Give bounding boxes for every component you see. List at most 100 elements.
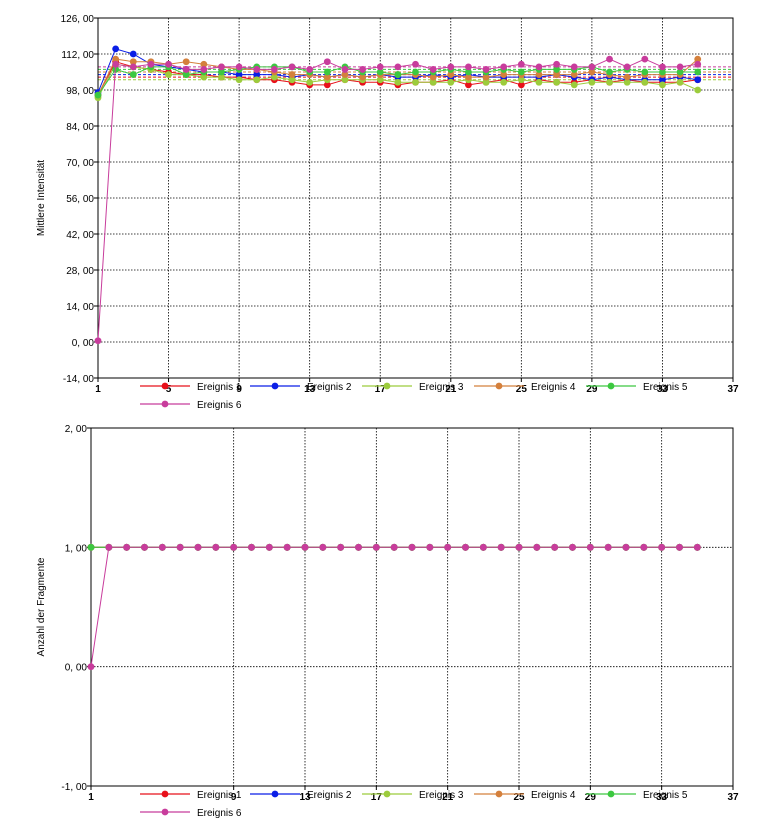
- data-point: [212, 543, 220, 551]
- data-point: [194, 543, 202, 551]
- legend-swatch-marker: [383, 382, 391, 390]
- data-point: [659, 68, 666, 76]
- data-point: [265, 543, 273, 551]
- data-point: [341, 66, 349, 73]
- y-tick-label: 126, 00: [61, 14, 95, 25]
- data-point: [412, 60, 419, 68]
- y-tick-label: 84, 00: [66, 122, 94, 133]
- data-point: [176, 543, 184, 551]
- x-tick-label: 17: [375, 384, 387, 395]
- data-point: [429, 73, 437, 81]
- data-point: [482, 66, 490, 73]
- data-point: [676, 543, 683, 551]
- data-point: [394, 63, 402, 71]
- legend-label: Ereignis 3: [419, 790, 464, 801]
- y-tick-label: -1, 00: [61, 782, 87, 793]
- data-point: [372, 543, 380, 551]
- y-tick-label: -14, 00: [63, 374, 95, 385]
- x-tick-label: 29: [586, 384, 598, 395]
- plot-frame: [90, 427, 734, 787]
- data-point: [283, 543, 291, 551]
- data-point: [465, 81, 472, 89]
- data-point: [588, 78, 596, 86]
- data-point: [288, 71, 296, 78]
- data-point: [535, 71, 543, 78]
- data-point: [129, 50, 137, 58]
- legend-swatch-marker: [495, 382, 503, 390]
- legend-label: Ereignis 5: [643, 382, 688, 393]
- data-point: [586, 543, 594, 551]
- data-point: [553, 78, 561, 86]
- data-point: [447, 78, 455, 86]
- data-point: [694, 60, 702, 68]
- data-point: [129, 58, 137, 66]
- data-point: [694, 76, 702, 84]
- data-point: [604, 543, 612, 551]
- data-point: [182, 58, 190, 66]
- data-point: [306, 66, 314, 73]
- legend-label: Ereignis 1: [197, 382, 242, 393]
- data-point: [94, 91, 102, 99]
- data-point: [412, 68, 419, 76]
- x-tick-label: 5: [166, 384, 172, 395]
- data-point: [465, 73, 472, 81]
- y-axis-label: Mittlere Intensität: [36, 160, 47, 236]
- data-point: [479, 543, 487, 551]
- legend-label: Ereignis 2: [307, 790, 352, 801]
- data-point: [230, 543, 238, 551]
- data-point: [376, 76, 384, 84]
- data-point: [640, 543, 648, 551]
- data-point: [517, 60, 525, 68]
- data-point: [623, 63, 631, 71]
- data-point: [517, 81, 525, 89]
- y-tick-label: 56, 00: [66, 194, 94, 205]
- data-point: [570, 63, 578, 71]
- intensity-chart: -14, 00 0, 00 14, 00 28, 00 42, 00 56, 00 70, …: [36, 14, 739, 411]
- y-tick-label: 1, 00: [65, 543, 88, 554]
- data-point: [429, 78, 437, 86]
- data-point: [341, 76, 349, 84]
- data-point: [200, 73, 208, 81]
- data-point: [288, 63, 296, 71]
- series-line-ereignis-6: [97, 58, 698, 341]
- data-point: [301, 543, 309, 551]
- data-point: [87, 663, 95, 671]
- x-tick-label: 21: [442, 792, 454, 803]
- data-point: [694, 68, 702, 76]
- y-tick-label: 0, 00: [72, 338, 95, 349]
- y-tick-label: 0, 00: [65, 663, 88, 674]
- data-point: [482, 78, 490, 86]
- data-point: [94, 337, 102, 345]
- data-point: [606, 68, 613, 76]
- data-point: [623, 73, 631, 81]
- legend-label: Ereignis 4: [531, 382, 576, 393]
- data-point: [341, 71, 349, 78]
- data-point: [235, 63, 243, 71]
- data-point: [235, 71, 243, 78]
- data-point: [569, 543, 576, 551]
- data-point: [533, 543, 541, 551]
- legend-swatch-marker: [495, 790, 503, 798]
- x-tick-label: 13: [304, 384, 316, 395]
- legend-swatch-marker: [161, 808, 169, 816]
- data-point: [426, 543, 434, 551]
- data-point: [535, 63, 543, 71]
- data-point: [218, 63, 225, 71]
- x-tick-label: 13: [299, 792, 311, 803]
- fragment-count-chart: -1, 00 0, 00 1, 00 2, 00 1 9 13 17 21 25 29 33 37 Anz…: [36, 424, 739, 819]
- data-point: [659, 63, 666, 71]
- data-point: [676, 78, 684, 86]
- data-point: [641, 55, 649, 63]
- x-tick-label: 33: [656, 792, 668, 803]
- data-point: [535, 78, 543, 86]
- data-point: [158, 543, 166, 551]
- legend-label: Ereignis 4: [531, 790, 576, 801]
- data-point: [622, 543, 630, 551]
- data-point: [182, 71, 190, 78]
- legend-swatch-marker: [607, 382, 615, 390]
- data-point: [462, 543, 469, 551]
- legend-swatch-marker: [607, 790, 615, 798]
- data-point: [623, 78, 631, 86]
- x-tick-label: 37: [727, 384, 739, 395]
